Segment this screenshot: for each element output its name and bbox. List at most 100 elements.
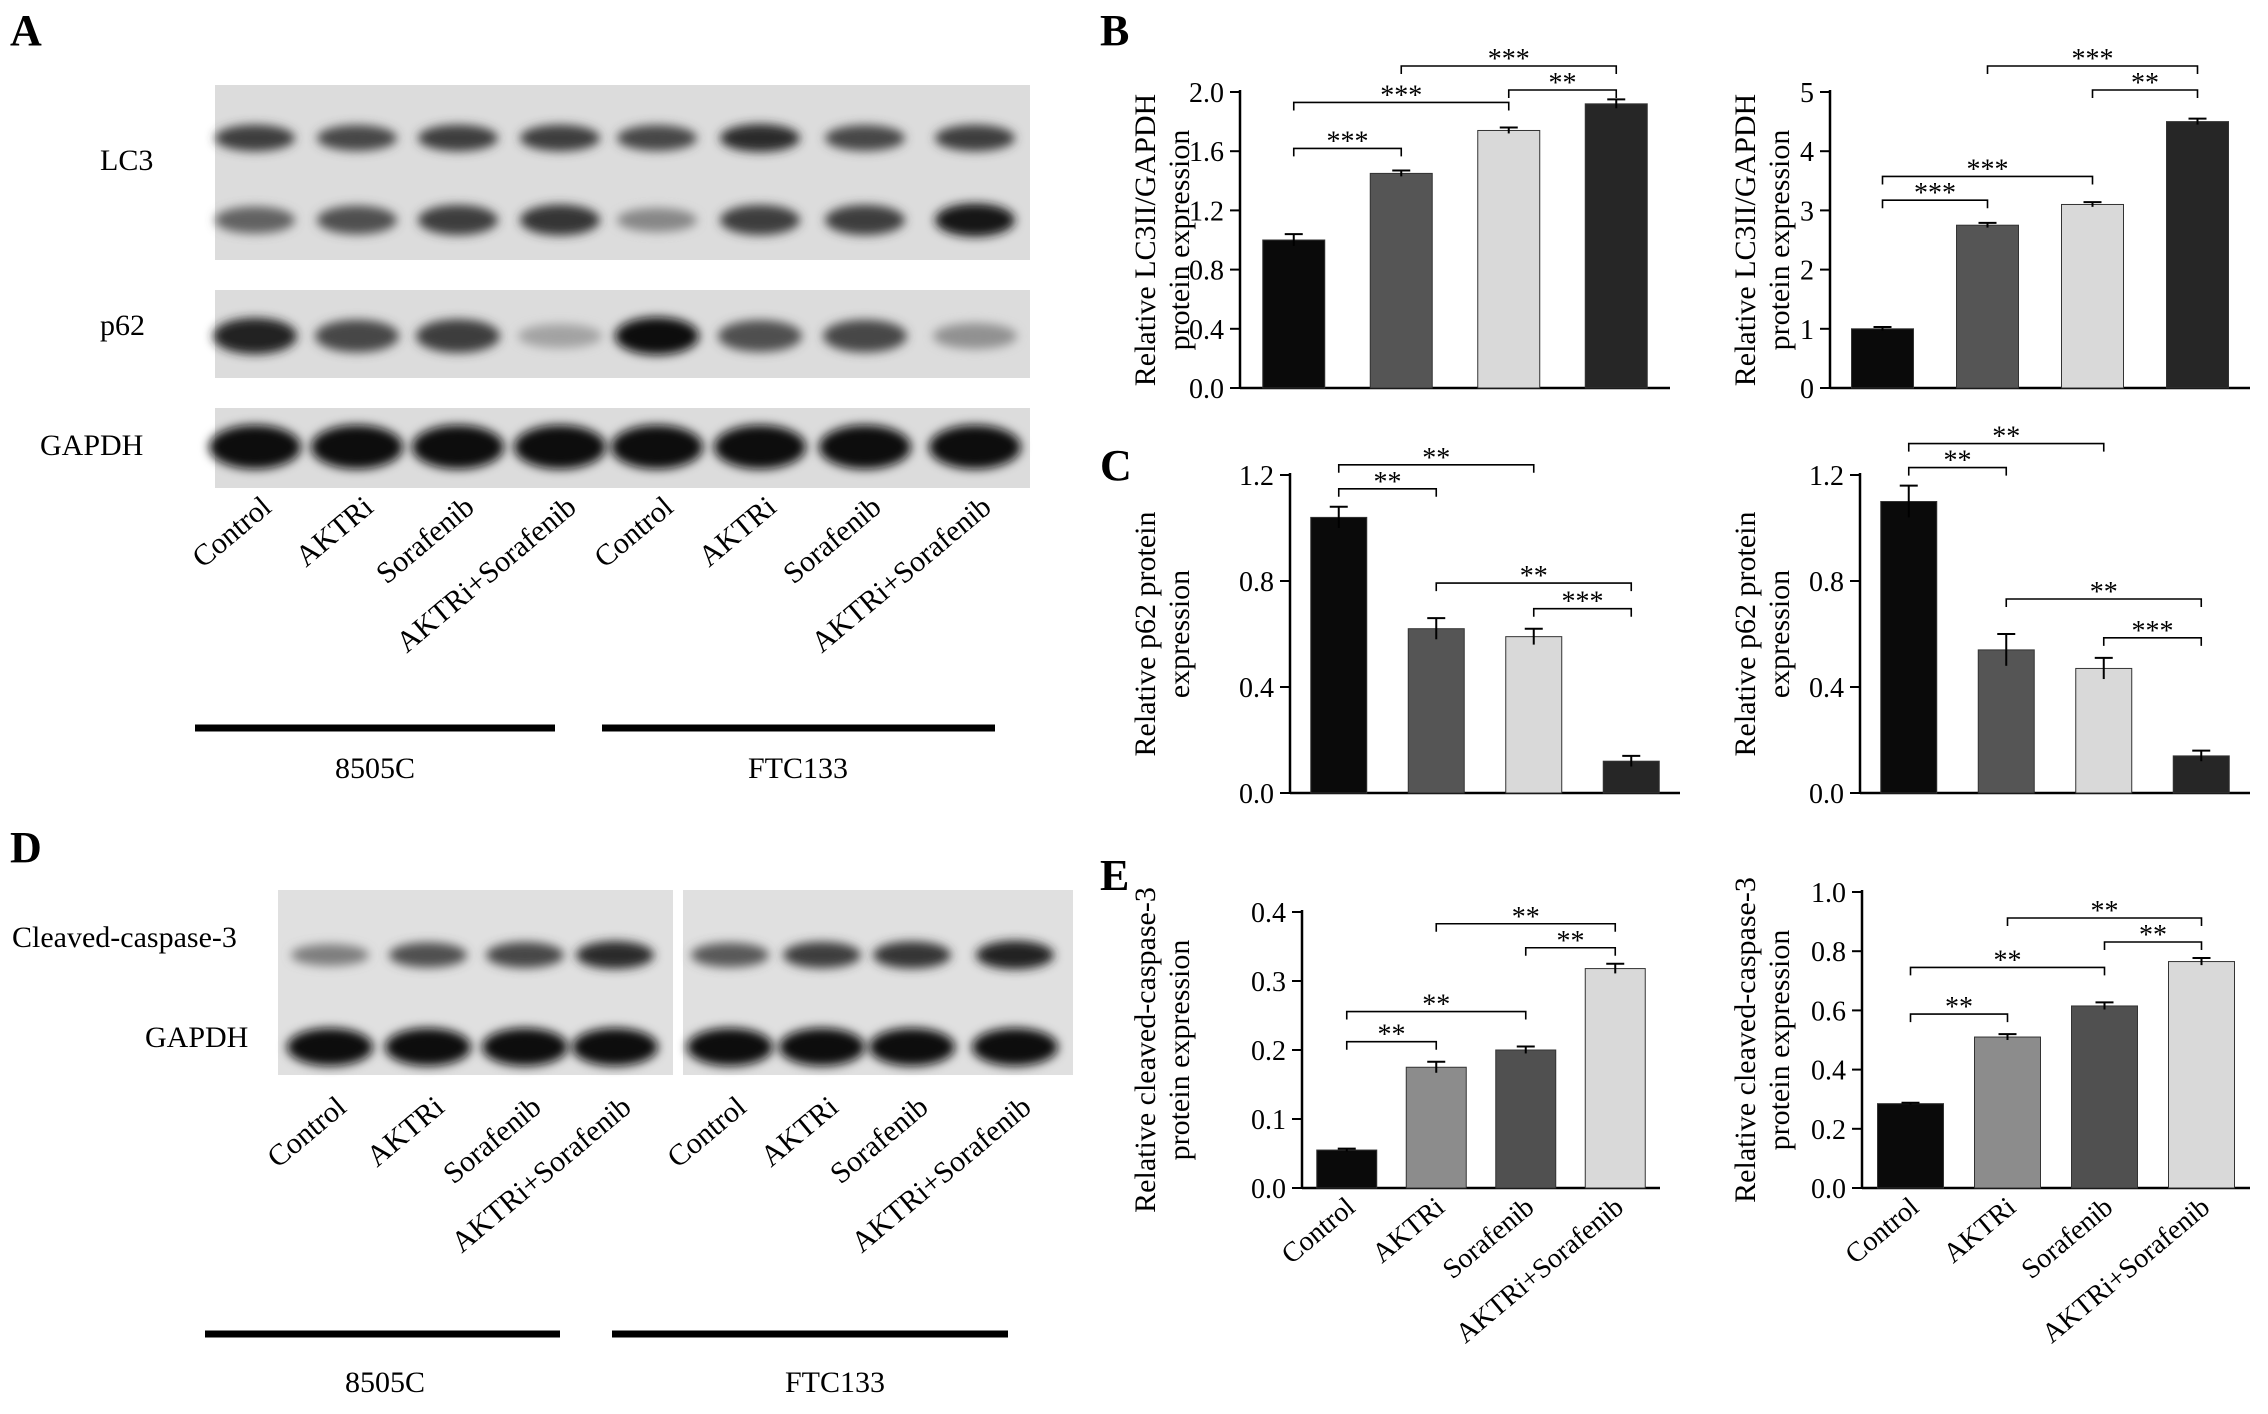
blot-d-lane-label: Control: [661, 1090, 752, 1174]
y-tick-label: 0.2: [1251, 1036, 1286, 1067]
significance-label: **: [1422, 990, 1450, 1021]
blot-a-lane-label: AKTRi+Sorafenib: [805, 490, 997, 659]
bar: [1584, 968, 1646, 1189]
y-tick-label: 0.0: [1811, 1174, 1846, 1205]
bar: [1880, 501, 1938, 794]
bar: [2172, 755, 2230, 794]
bar: [1505, 636, 1563, 794]
lc3-lower-band: [317, 205, 397, 235]
blot-a-group-ftc133: FTC133: [748, 752, 848, 785]
bar: [1262, 239, 1326, 389]
bar: [1407, 628, 1465, 794]
y-tick-label: 1.2: [1189, 196, 1224, 227]
y-axis-label: Relative p62 protein: [1729, 512, 1762, 757]
significance-bracket: [1507, 89, 1618, 98]
significance-label: **: [1945, 992, 1973, 1023]
lc3-upper-band: [317, 125, 397, 151]
blot-a-lane-label: AKTRi: [289, 490, 379, 573]
significance-label: ***: [1380, 80, 1422, 111]
blot-a-bands: [209, 124, 1021, 469]
significance-label: ***: [2132, 616, 2174, 647]
y-tick-label: 0.1: [1251, 1105, 1286, 1136]
significance-bracket: [1292, 147, 1403, 157]
significance-label: ***: [1488, 44, 1530, 75]
y-axis-label: Relative cleaved-caspase-3: [1729, 877, 1762, 1203]
significance-label: ***: [1914, 178, 1956, 209]
lc3-upper-band: [935, 124, 1015, 152]
bar: [1851, 328, 1914, 389]
significance-label: ***: [1327, 126, 1369, 157]
significance-bracket: [2103, 941, 2203, 951]
y-tick-label: 0.4: [1809, 673, 1844, 704]
p62-band: [933, 322, 1017, 350]
bar: [1974, 1036, 2041, 1189]
p62-band: [615, 317, 699, 355]
y-axis-label: expression: [1763, 570, 1796, 698]
caspase-band: [291, 944, 369, 966]
caspase-band: [873, 941, 951, 969]
p62-band: [213, 317, 297, 355]
blot-a-lane-label: Control: [186, 490, 277, 574]
lc3-upper-band: [418, 124, 498, 152]
x-tick-label: AKTRi: [1938, 1191, 2022, 1269]
significance-label: **: [2091, 896, 2119, 927]
significance-label: **: [1557, 926, 1585, 957]
blot-a-lane-label: AKTRi+Sorafenib: [390, 490, 582, 659]
bar: [2168, 961, 2235, 1189]
caspase-band: [976, 940, 1054, 970]
blot-d-group-ftc133: FTC133: [785, 1366, 885, 1399]
gapdh-band: [611, 425, 703, 469]
y-tick-label: 0.8: [1809, 567, 1844, 598]
significance-bracket: [2006, 917, 2203, 927]
y-tick-label: 0.0: [1239, 779, 1274, 810]
y-tick-label: 0.6: [1811, 996, 1846, 1027]
y-axis-label: Relative p62 protein: [1129, 512, 1162, 757]
gapdh-band: [869, 1028, 955, 1066]
blot-d-row-label-caspase: Cleaved-caspase-3: [12, 921, 237, 954]
y-tick-label: 0: [1800, 374, 1814, 405]
lc3-upper-band: [825, 125, 905, 151]
lc3-lower-band: [720, 204, 800, 236]
significance-bracket: [2005, 598, 2203, 607]
significance-bracket: [1337, 464, 1535, 473]
blot-d: Cleaved-caspase-3 GAPDH Control AKTRiSora…: [12, 890, 1073, 1399]
bar: [1977, 649, 2035, 794]
panel-label-b: B: [1100, 6, 1129, 55]
caspase-band: [486, 942, 564, 968]
bar: [2061, 203, 2124, 389]
bar: [1956, 224, 2019, 389]
panel-label-d: D: [10, 823, 42, 872]
blot-d-row-label-gapdh: GAPDH: [145, 1021, 248, 1054]
p62-band: [823, 319, 907, 353]
gapdh-band: [714, 425, 806, 469]
significance-bracket: [1986, 65, 2199, 74]
bar: [2166, 121, 2229, 389]
y-axis-label: protein expression: [1763, 130, 1796, 351]
y-tick-label: 1: [1800, 315, 1814, 346]
gapdh-band: [311, 425, 403, 469]
significance-bracket: [1337, 488, 1438, 497]
significance-label: **: [1378, 1020, 1406, 1051]
bar: [1584, 103, 1648, 389]
x-tick-label: AKTRi+Sorafenib: [2036, 1192, 2216, 1350]
significance-label: **: [1994, 945, 2022, 976]
caspase-band: [576, 941, 654, 969]
caspase-band: [389, 942, 467, 968]
blot-a-row-label-p62: p62: [100, 309, 145, 342]
y-tick-label: 1.2: [1809, 461, 1844, 492]
significance-label: **: [1520, 561, 1548, 592]
gapdh-band: [572, 1028, 658, 1066]
chart-b-right: 0 1 2 3 4 5 Relative LC3II/GAPDH protein expres…: [1729, 44, 2250, 405]
chart-c-right: 0.0 0.4 0.8 1.2 Relative p62 protein expressi…: [1729, 422, 2250, 810]
blot-d-bands: [287, 940, 1058, 1066]
blot-a: LC3 p62 GAPDH Control AKTRiSorafenibAKTRi…: [40, 85, 1030, 785]
chart-e-left: 0.0 0.1 0.2 0.3 0.4 Relative cleaved-caspase-…: [1129, 887, 1660, 1349]
y-tick-label: 2: [1800, 256, 1814, 287]
p62-band: [315, 319, 399, 353]
y-tick-label: 1.0: [1811, 878, 1846, 909]
blot-a-group-8505c: 8505C: [335, 752, 415, 785]
y-tick-label: 4: [1800, 137, 1814, 168]
y-tick-label: 0.4: [1811, 1056, 1846, 1087]
